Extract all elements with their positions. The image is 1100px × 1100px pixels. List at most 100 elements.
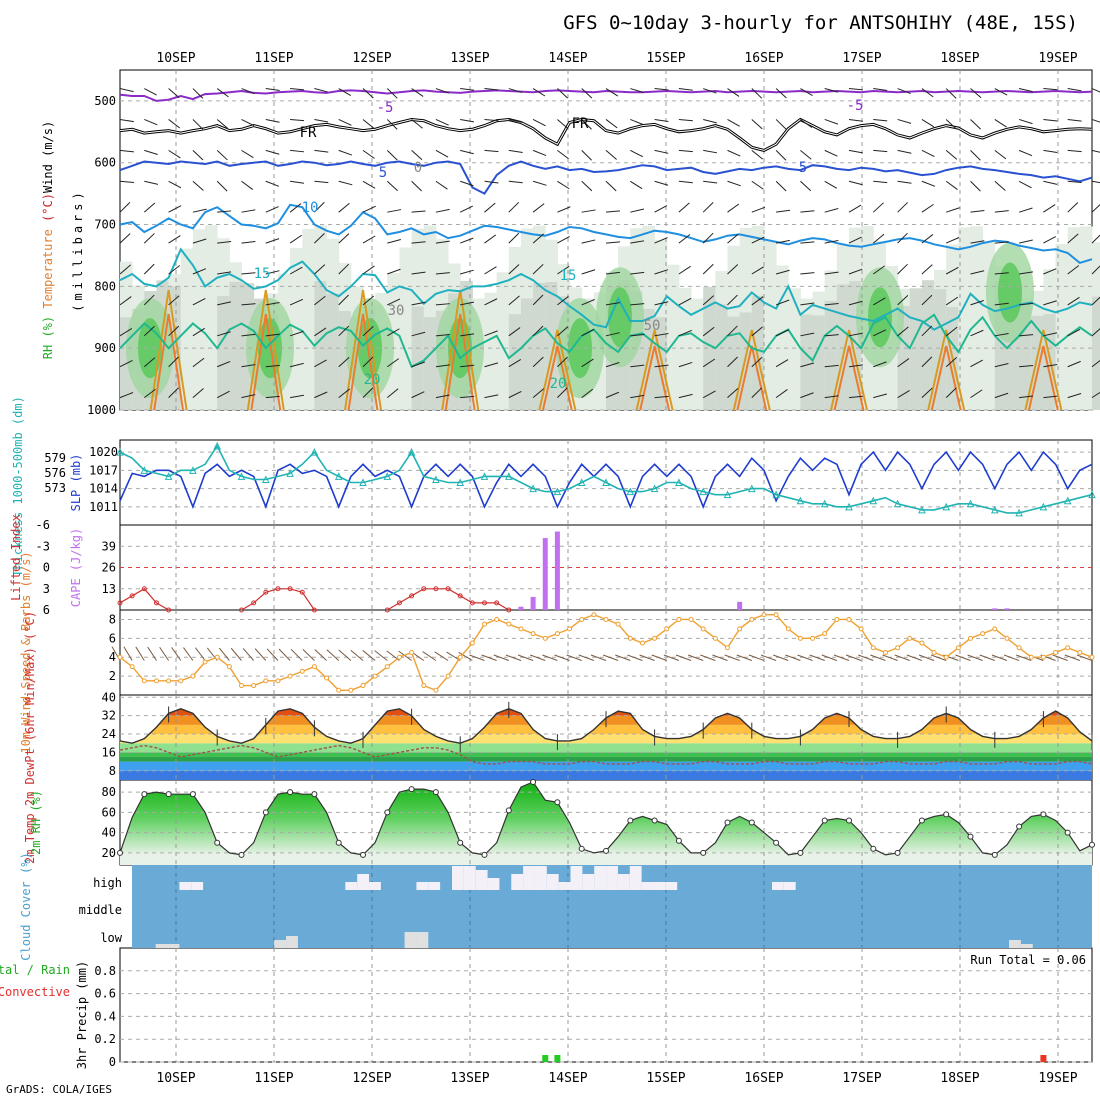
wind-point (846, 616, 852, 622)
barb (654, 269, 669, 275)
wind-point (652, 635, 658, 641)
barb (411, 241, 426, 244)
surface-barb (785, 654, 801, 661)
barb (362, 205, 376, 213)
barb (192, 327, 205, 337)
surface-barb (422, 651, 437, 661)
li-point (384, 607, 390, 613)
spike (344, 289, 382, 411)
surface-barb (398, 650, 412, 661)
barb (168, 149, 181, 159)
barb (265, 395, 280, 399)
barb (338, 202, 350, 213)
thickness-marker (772, 490, 780, 499)
barb (217, 271, 232, 275)
barb (581, 299, 595, 306)
temp-band (120, 770, 1092, 780)
barb (508, 88, 523, 94)
wind-point (141, 678, 147, 684)
barb (144, 388, 156, 399)
li-tick: 6 (43, 603, 50, 617)
wind-point (384, 664, 390, 670)
barb (654, 301, 669, 306)
barb (702, 326, 715, 337)
contour-label: -5 (847, 98, 864, 114)
barb (848, 88, 863, 91)
wind-point (1016, 645, 1022, 651)
barb (557, 88, 568, 99)
barb (970, 240, 985, 244)
thickness-marker (626, 487, 635, 496)
rh-point (675, 837, 682, 844)
wind-point (542, 635, 548, 641)
barb (119, 180, 134, 184)
barb (241, 272, 256, 275)
barb (945, 296, 959, 306)
wind-point (396, 654, 402, 660)
wind-point (579, 616, 585, 622)
barb (605, 271, 620, 275)
barb (435, 180, 448, 190)
wind-point (1077, 650, 1083, 655)
barb (460, 395, 475, 399)
date-label-bottom: 10SEP (156, 1071, 195, 1086)
barb (800, 302, 815, 306)
barb (435, 333, 450, 337)
barb (1019, 271, 1034, 275)
cape-tick: 26 (102, 561, 116, 575)
barb (994, 362, 1009, 368)
barb (314, 359, 327, 368)
wind-point (567, 626, 573, 632)
barb (119, 296, 132, 306)
barb (678, 297, 692, 306)
barb (727, 387, 739, 399)
cloud-high-bar (783, 882, 796, 890)
li-tick: -6 (36, 518, 50, 532)
rh-band-light (666, 264, 680, 410)
contour-label: -5 (377, 100, 394, 116)
cloud-high-bar (179, 882, 192, 890)
barb (338, 388, 350, 399)
wind-tick: 4 (109, 650, 116, 664)
surface-barb (266, 648, 279, 661)
surface-barb (651, 654, 667, 661)
li-point (166, 607, 172, 613)
wind-point (761, 612, 767, 618)
barb (460, 301, 475, 306)
wind-point (1004, 635, 1010, 641)
barb (727, 119, 740, 127)
barb (144, 118, 158, 126)
rh-point (214, 839, 221, 846)
barb (484, 118, 499, 122)
barb (994, 332, 1009, 337)
precip-label-convective: Convective (0, 985, 70, 999)
barb (435, 88, 450, 94)
rh-band-mid (727, 316, 741, 410)
barb (921, 234, 934, 244)
rh-tick: 80 (102, 785, 116, 799)
rh-point (457, 839, 464, 846)
barb (1067, 360, 1081, 368)
barb (654, 88, 669, 91)
barb (241, 394, 256, 399)
surface-barb (254, 648, 267, 661)
barb (751, 149, 764, 160)
barb (970, 270, 985, 275)
surface-barb (493, 654, 509, 661)
barb (848, 204, 862, 213)
rh-base (120, 852, 1092, 865)
barb (1043, 236, 1057, 244)
barb (143, 233, 155, 244)
precip-bar (1040, 1055, 1047, 1062)
rh-band-mid (909, 288, 923, 410)
barb (775, 269, 790, 275)
surface-barb (858, 654, 874, 661)
barb (216, 180, 228, 192)
barb (1091, 203, 1100, 213)
precip-bar (554, 1055, 561, 1062)
temp-ylabel: 2m Temp 2m DewPt (6hr Min/Max) (°C) (23, 611, 37, 864)
barb (581, 328, 595, 337)
barb (314, 391, 328, 399)
wind-point (870, 645, 876, 651)
rh-point (505, 807, 512, 814)
